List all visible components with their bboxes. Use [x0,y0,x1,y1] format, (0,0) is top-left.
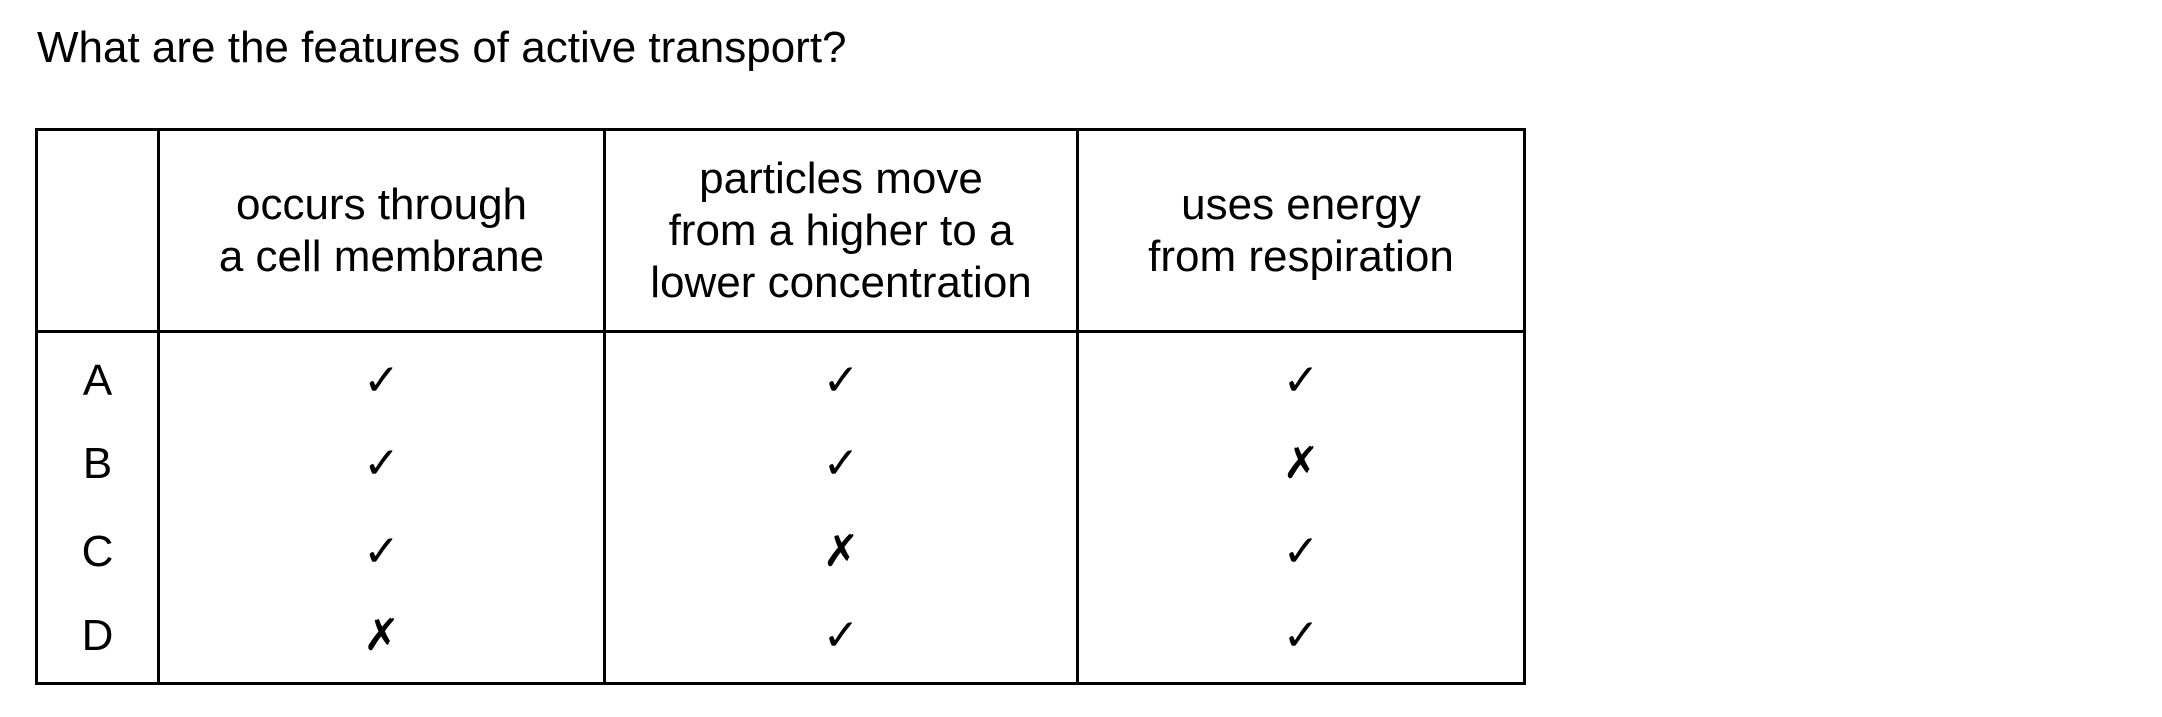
row-label-c: C [81,526,114,576]
row-label-b: B [82,438,113,488]
table-row: D ✗ ✓ ✓ [37,595,1525,684]
check-mark-icon: ✓ [157,331,605,420]
cross-mark-icon: ✗ [1076,419,1525,508]
table-row: C ✓ ✗ ✓ [37,507,1525,596]
check-mark-icon: ✓ [1076,331,1525,420]
table-row: B ✓ ✓ ✗ [37,419,1525,508]
check-mark-icon: ✓ [1076,507,1525,596]
corner-cell [37,130,159,332]
check-mark-icon: ✓ [603,331,1078,420]
column-header-cell-membrane: occurs through a cell membrane [157,129,605,332]
column-header-concentration: particles move from a higher to a lower … [603,129,1078,332]
check-mark-icon: ✓ [603,419,1078,508]
row-label-a: A [82,356,113,406]
column-header-energy: uses energy from respiration [1076,129,1525,332]
table-row: A ✓ ✓ ✓ [37,331,1525,420]
check-mark-icon: ✓ [603,595,1078,684]
check-mark-icon: ✓ [157,507,605,596]
question-text: What are the features of active transpor… [37,23,847,72]
check-mark-icon: ✓ [157,419,605,508]
cross-mark-icon: ✗ [157,595,605,684]
check-mark-icon: ✓ [1076,595,1525,684]
row-label-d: D [81,610,114,660]
features-table: occurs through a cell membrane particles… [35,128,1526,685]
header-row: occurs through a cell membrane particles… [36,129,1525,332]
cross-mark-icon: ✗ [603,507,1078,596]
